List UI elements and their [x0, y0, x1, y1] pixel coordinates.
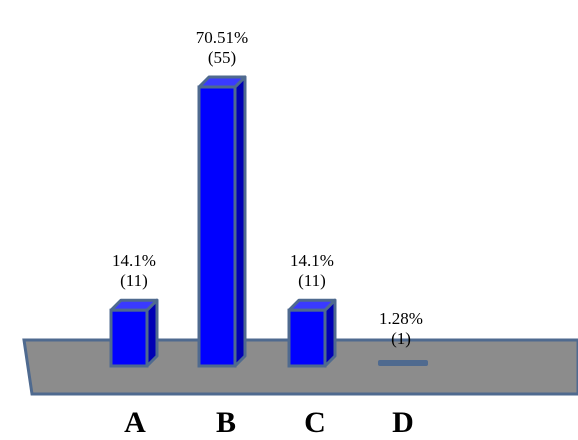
bar-b-count-label: (55): [208, 48, 236, 67]
bar-a-count-label: (11): [120, 271, 148, 290]
bar-a-front: [109, 308, 149, 368]
bar-d-count-label: (1): [391, 329, 411, 348]
bar-a-percent-label: 14.1%: [112, 251, 156, 270]
bar-b-percent-label: 70.51%: [196, 28, 248, 47]
bar-c: [287, 298, 337, 368]
bar-b: [197, 75, 247, 368]
bar-b-front: [197, 85, 237, 368]
bar-d-percent-label: 1.28%: [379, 309, 423, 328]
category-label-d: D: [392, 406, 414, 439]
category-labels-group: A B C D: [124, 406, 414, 439]
bar-c-count-label: (11): [298, 271, 326, 290]
category-label-b: B: [216, 406, 236, 439]
bar-d: [378, 360, 428, 366]
bar-c-front: [287, 308, 327, 368]
category-label-c: C: [304, 406, 326, 439]
bar-a: [109, 298, 159, 368]
bars-group: [109, 75, 428, 368]
category-label-a: A: [124, 406, 146, 439]
bar-c-percent-label: 14.1%: [290, 251, 334, 270]
data-labels-group: 14.1%(11)70.51%(55)14.1%(11)1.28%(1): [112, 28, 423, 348]
bar-d-slab: [378, 360, 428, 366]
